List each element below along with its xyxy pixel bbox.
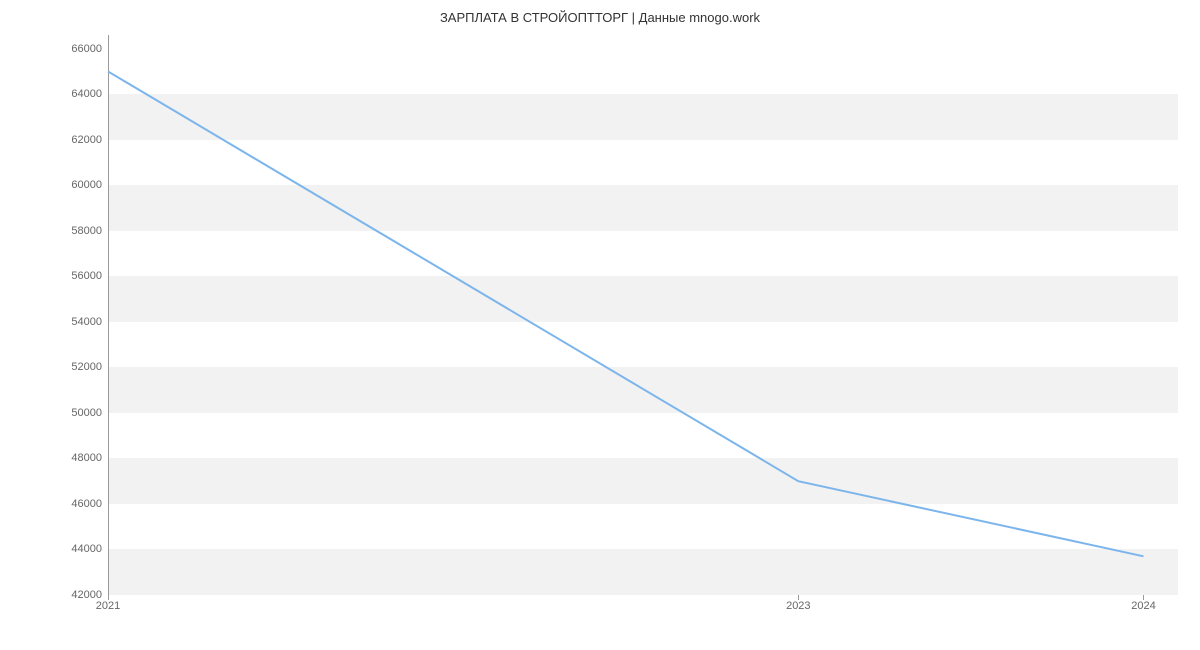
x-tick-mark bbox=[1143, 595, 1144, 600]
y-tick-label: 66000 bbox=[71, 43, 102, 55]
y-tick-label: 58000 bbox=[71, 225, 102, 237]
y-tick-label: 52000 bbox=[71, 361, 102, 373]
x-tick-label: 2023 bbox=[786, 600, 810, 612]
data-line bbox=[108, 71, 1143, 556]
x-tick-label: 2021 bbox=[96, 600, 120, 612]
y-tick-label: 46000 bbox=[71, 498, 102, 510]
line-chart-svg bbox=[108, 35, 1178, 595]
y-tick-label: 44000 bbox=[71, 543, 102, 555]
chart-title: ЗАРПЛАТА В СТРОЙОПТТОРГ | Данные mnogo.w… bbox=[0, 10, 1200, 25]
x-tick-label: 2024 bbox=[1131, 600, 1155, 612]
chart-container: ЗАРПЛАТА В СТРОЙОПТТОРГ | Данные mnogo.w… bbox=[0, 0, 1200, 650]
y-tick-label: 50000 bbox=[71, 407, 102, 419]
y-tick-label: 64000 bbox=[71, 88, 102, 100]
x-tick-mark bbox=[798, 595, 799, 600]
y-tick-label: 48000 bbox=[71, 452, 102, 464]
x-tick-mark bbox=[108, 595, 109, 600]
y-tick-label: 60000 bbox=[71, 179, 102, 191]
y-tick-label: 56000 bbox=[71, 270, 102, 282]
y-tick-label: 62000 bbox=[71, 134, 102, 146]
y-tick-label: 54000 bbox=[71, 316, 102, 328]
